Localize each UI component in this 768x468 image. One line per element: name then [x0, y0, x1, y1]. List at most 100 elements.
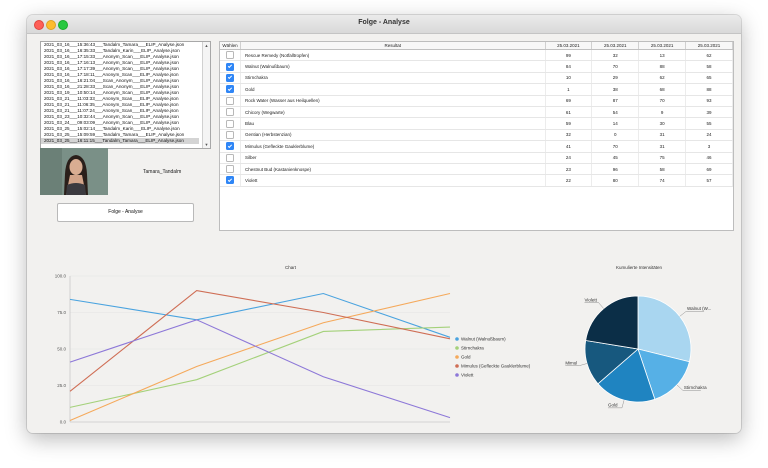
results-table: Wählen Resultat 25.03.2021 25.03.2021 25… — [219, 41, 734, 231]
value-cell: 70 — [591, 140, 640, 153]
select-cell — [220, 152, 241, 164]
scroll-up-arrow-icon[interactable]: ▲ — [204, 43, 209, 48]
table-row[interactable]: Chicory (Wegwarte) 61 54 9 39 — [220, 106, 733, 119]
chart-y-tick-label: 0.0 — [60, 420, 67, 425]
row-checkbox[interactable] — [225, 85, 234, 94]
chart-series-line — [69, 326, 451, 408]
app-window: Folge - Analyse 2021_03_16___15:36:43___… — [27, 15, 741, 433]
legend-label: Violett — [461, 373, 474, 378]
row-checkbox[interactable] — [225, 176, 234, 185]
file-list-item[interactable]: 2021_03_16___21:28:33___Scan_Anonym___EL… — [44, 84, 179, 89]
file-list-item[interactable]: 2021_03_21___11:07:24___Anonym_Scan___EL… — [44, 108, 179, 113]
value-cell: 87 — [591, 95, 640, 107]
file-list-item[interactable]: 2021_03_16___17:15:33___Anonym_Scan___EL… — [44, 54, 179, 59]
column-header-date[interactable]: 25.03.2021 — [685, 42, 733, 50]
file-list-item[interactable]: 2021_03_16___17:16:13___Anonym_Scan___EL… — [44, 60, 179, 65]
value-cell: 75 — [638, 152, 687, 164]
file-list-item[interactable]: 2021_03_24___09:03:09___Anonym_Scan___EL… — [44, 120, 179, 125]
table-row[interactable]: Silber 24 45 75 46 — [220, 152, 733, 164]
scroll-down-arrow-icon[interactable]: ▼ — [204, 142, 209, 147]
select-cell — [220, 129, 241, 142]
file-list-item[interactable]: 2021_03_21___11:06:35___Anonym_Scan___EL… — [44, 102, 179, 107]
value-cell: 13 — [638, 49, 687, 62]
row-checkbox[interactable] — [225, 153, 234, 162]
profile-photo — [40, 148, 108, 195]
legend-label: Stirnchakra — [461, 346, 484, 351]
file-list-item[interactable]: 2021_03_19___10:50:14___Anonym_Scan___EL… — [44, 90, 179, 95]
value-cell: 58 — [638, 163, 687, 176]
select-cell — [220, 49, 241, 62]
file-list-item[interactable]: 2021_03_21___11:03:33___Anonym_Scan___EL… — [44, 96, 179, 101]
result-name-cell: Silber — [240, 152, 546, 164]
file-list[interactable]: 2021_03_16___15:36:43___Tandalm_Tamara__… — [40, 41, 211, 149]
file-list-item[interactable]: 2021_03_25___16:11:15___Tandalm_Tamara__… — [41, 138, 199, 144]
value-cell: 29 — [591, 72, 640, 85]
chart-y-tick-label: 25.0 — [57, 383, 66, 388]
line-chart: 0.0 25.0 50.0 75.0 100.0 Walnut (Walnußbaum) S… — [55, 274, 531, 425]
value-cell: 38 — [591, 83, 640, 96]
column-header-select[interactable]: Wählen — [220, 42, 241, 50]
chart-y-tick-label: 50.0 — [57, 347, 66, 352]
value-cell: 69 — [685, 163, 733, 176]
table-row[interactable]: Rescue Remedy (Notfalltropfen) 99 32 13 62 — [220, 49, 733, 62]
row-checkbox[interactable] — [225, 96, 234, 105]
legend-marker — [455, 346, 459, 350]
value-cell: 62 — [685, 49, 733, 62]
column-header-date[interactable]: 25.03.2021 — [545, 42, 593, 50]
row-checkbox[interactable] — [225, 130, 234, 139]
column-header-date[interactable]: 25.03.2021 — [638, 42, 687, 50]
table-row[interactable]: Walnut (Walnußbaum) 84 70 88 58 — [220, 60, 733, 73]
file-list-item[interactable]: 2021_03_23___10:32:44___Anonym_Scan___EL… — [44, 114, 179, 119]
file-list-item[interactable]: 2021_03_16___16:21:04___Scan_Anonym___EL… — [44, 78, 179, 83]
table-header-row: Wählen Resultat 25.03.2021 25.03.2021 25… — [220, 42, 733, 50]
row-checkbox[interactable] — [225, 165, 234, 174]
table-row[interactable]: Gold 1 38 68 88 — [220, 83, 733, 96]
value-cell: 24 — [685, 129, 733, 142]
pie-slice-label: Violett — [584, 297, 597, 302]
file-list-item[interactable]: 2021_03_25___15:09:59___Tandalm_Tamara__… — [44, 132, 185, 137]
table-row[interactable]: Blau 59 14 30 55 — [220, 117, 733, 130]
folge-analyse-button[interactable]: Folge - Analyse — [57, 203, 194, 222]
table-row[interactable]: Chestnut Bud (Kastanienknospe) 23 96 58 69 — [220, 163, 733, 176]
select-cell — [220, 95, 241, 107]
row-checkbox[interactable] — [225, 119, 234, 128]
select-cell — [220, 163, 241, 176]
file-list-item[interactable]: 2021_03_16___17:17:39___Anonym_Scan___EL… — [44, 66, 179, 71]
value-cell: 88 — [685, 83, 733, 96]
minimize-window-button[interactable] — [46, 20, 56, 30]
row-checkbox[interactable] — [225, 62, 234, 71]
column-header-date[interactable]: 25.03.2021 — [591, 42, 640, 50]
value-cell: 70 — [591, 60, 640, 73]
legend-marker — [455, 337, 459, 341]
row-checkbox[interactable] — [225, 73, 234, 82]
close-window-button[interactable] — [34, 20, 44, 30]
chart-series-line — [69, 292, 451, 422]
zoom-window-button[interactable] — [58, 20, 68, 30]
value-cell: 70 — [638, 95, 687, 107]
row-checkbox[interactable] — [225, 51, 234, 60]
title-bar: Folge - Analyse — [27, 15, 741, 34]
row-checkbox[interactable] — [225, 142, 234, 151]
file-list-scrollbar[interactable]: ▲ ▼ — [202, 42, 210, 148]
chart-y-tick-label: 75.0 — [57, 310, 66, 315]
value-cell: 39 — [685, 106, 733, 119]
file-list-item[interactable]: 2021_03_16___17:18:11___Anonym_Scan___EL… — [44, 72, 179, 77]
value-cell: 23 — [545, 163, 593, 176]
select-cell — [220, 140, 241, 153]
file-list-item[interactable]: 2021_03_16___15:36:43___Tandalm_Tamara__… — [44, 42, 185, 47]
legend-label: Walnut (Walnußbaum) — [461, 337, 506, 342]
value-cell: 41 — [545, 140, 593, 153]
file-list-item[interactable]: 2021_03_16___16:35:33___Tandalm_Karin___… — [44, 48, 180, 53]
table-row[interactable]: Gentian (Herbstenzian) 32 0 31 24 — [220, 129, 733, 142]
column-header-result[interactable]: Resultat — [240, 42, 546, 50]
legend-label: Gold — [461, 355, 471, 360]
pie-slice-label: Walnut (W... — [687, 306, 711, 311]
table-row[interactable]: Mimulus (Gefleckte Gauklerblume) 41 70 31 3 — [220, 140, 733, 153]
value-cell: 54 — [591, 106, 640, 119]
file-list-item[interactable]: 2021_03_25___15:02:14___Tandalm_Karin___… — [44, 126, 180, 131]
table-row[interactable]: Rock Water (Wasser aus Heilquellen) 69 87 7… — [220, 95, 733, 107]
legend-marker — [455, 364, 459, 368]
table-row[interactable]: Stirnchakra 10 29 62 65 — [220, 72, 733, 85]
table-row[interactable]: Violett 22 80 74 57 — [220, 174, 733, 187]
row-checkbox[interactable] — [225, 108, 234, 117]
